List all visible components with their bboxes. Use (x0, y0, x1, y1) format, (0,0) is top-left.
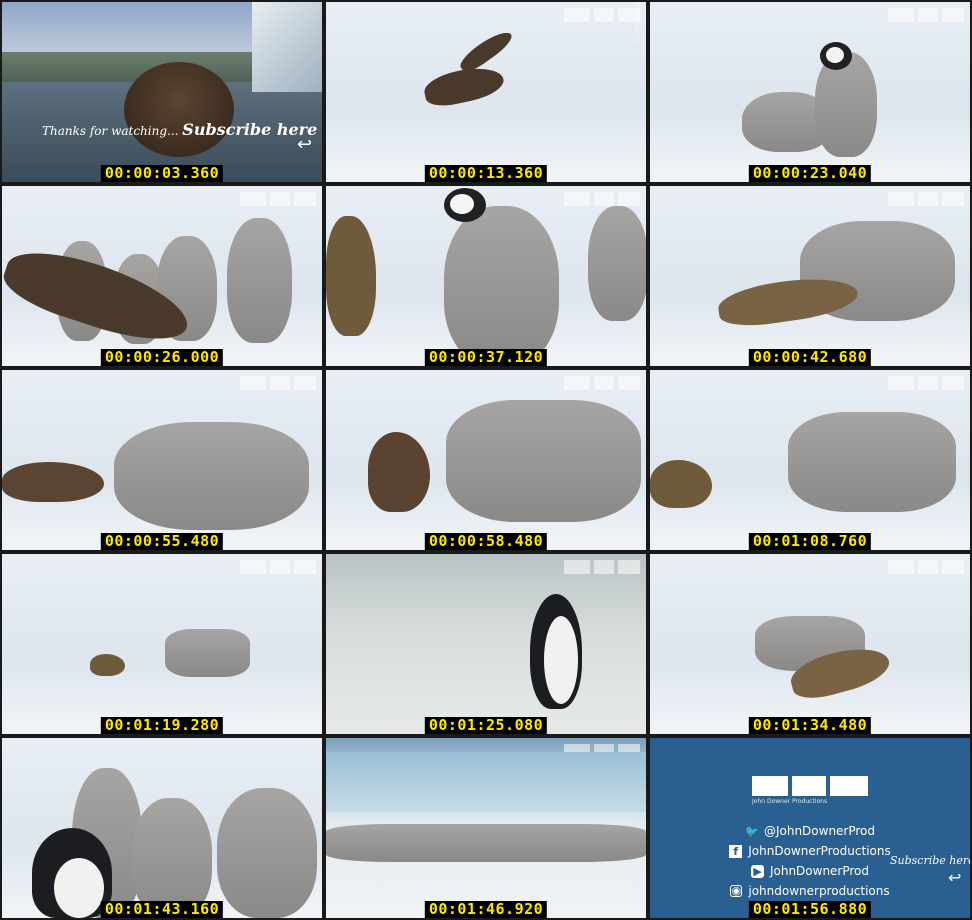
youtube-icon: ▶ (750, 864, 764, 878)
subscribe-overlay: Thanks for watching... Subscribe here (42, 120, 318, 139)
penguin-chick (132, 798, 212, 918)
penguin-huddle (165, 629, 250, 677)
brand-logo (752, 776, 868, 798)
timestamp: 00:01:34.480 (748, 717, 872, 734)
frame-4[interactable]: 00:00:26.000 (2, 186, 322, 366)
frame-8[interactable]: 00:00:58.480 (326, 370, 646, 550)
petrel-bird (90, 654, 125, 676)
frame-9[interactable]: 00:01:08.760 (650, 370, 970, 550)
penguin-chick (815, 52, 877, 157)
frame-11[interactable]: 00:01:25.080 (326, 554, 646, 734)
penguin-face (450, 194, 474, 214)
timestamp: 00:00:23.040 (748, 165, 872, 182)
brand-name: John Downer Productions (752, 798, 828, 805)
penguin-chick (227, 218, 292, 343)
watermark-logo (888, 376, 966, 392)
penguin-chick (217, 788, 317, 918)
facebook-row[interactable]: f JohnDownerProductions (650, 844, 970, 858)
timestamp: 00:00:37.120 (424, 349, 548, 366)
frame-12[interactable]: 00:01:34.480 (650, 554, 970, 734)
watermark-logo (240, 376, 318, 392)
timestamp: 00:00:58.480 (424, 533, 548, 550)
timestamp: 00:01:19.280 (100, 717, 224, 734)
petrel-bird (326, 216, 376, 336)
watermark-logo (240, 560, 318, 576)
frame-3[interactable]: 00:00:23.040 (650, 2, 970, 182)
arrow-icon: ↩ (297, 134, 313, 155)
youtube-row[interactable]: ▶ JohnDownerProd (650, 864, 970, 878)
timestamp: 00:01:43.160 (100, 901, 224, 918)
instagram-row[interactable]: ◉ johndownerproductions (730, 884, 890, 898)
petrel-bird (368, 432, 430, 512)
frame-15-end-card[interactable]: John Downer Productions 🐦 @JohnDownerPro… (650, 738, 970, 918)
adelie-belly (544, 616, 578, 704)
sea-otter (124, 62, 234, 157)
timestamp: 00:00:42.680 (748, 349, 872, 366)
twitter-row[interactable]: 🐦 @JohnDownerProd (744, 824, 876, 838)
penguin-colony (326, 824, 646, 862)
frame-13[interactable]: 00:01:43.160 (2, 738, 322, 918)
frame-7[interactable]: 00:00:55.480 (2, 370, 322, 550)
timestamp: 00:00:26.000 (100, 349, 224, 366)
watermark-logo (564, 192, 642, 208)
timestamp: 00:01:08.760 (748, 533, 872, 550)
timestamp: 00:01:25.080 (424, 717, 548, 734)
petrel-bird (2, 462, 104, 502)
timestamp: 00:01:46.920 (424, 901, 548, 918)
watermark-logo (888, 560, 966, 576)
ice-shelf (326, 752, 646, 812)
frame-5[interactable]: 00:00:37.120 (326, 186, 646, 366)
penguin-face (826, 47, 844, 63)
watermark-text: JohnDownerProductions (633, 2, 642, 42)
frame-10[interactable]: 00:01:19.280 (2, 554, 322, 734)
timestamp: 00:00:55.480 (100, 533, 224, 550)
timestamp: 00:01:56.880 (748, 901, 872, 918)
timestamp: 00:00:03.360 (100, 165, 224, 182)
watermark-logo (888, 192, 966, 208)
penguin-chick (588, 206, 646, 321)
penguin-huddle (446, 400, 641, 522)
frame-1[interactable]: Thanks for watching... Subscribe here ↩ … (2, 2, 322, 182)
watermark-logo (240, 192, 318, 208)
frame-6[interactable]: 00:00:42.680 (650, 186, 970, 366)
facebook-icon: f (729, 844, 743, 858)
watermark-logo (888, 8, 966, 24)
penguin-huddle (788, 412, 956, 512)
subscribe-label[interactable]: Subscribe here (890, 854, 970, 867)
frame-14[interactable]: 00:01:46.920 (326, 738, 646, 918)
instagram-icon: ◉ (730, 884, 743, 897)
frame-2[interactable]: JohnDownerProductions 00:00:13.360 (326, 2, 646, 182)
penguin-chick (444, 206, 559, 366)
watermark-logo (564, 8, 642, 24)
timestamp: 00:00:13.360 (424, 165, 548, 182)
arrow-icon: ↩ (948, 868, 962, 887)
petrel-bird (650, 460, 712, 508)
penguin-huddle (114, 422, 309, 530)
watermark-logo (564, 376, 642, 392)
watermark-logo (564, 560, 642, 576)
twitter-icon: 🐦 (744, 824, 759, 838)
adelie-belly (54, 858, 104, 918)
